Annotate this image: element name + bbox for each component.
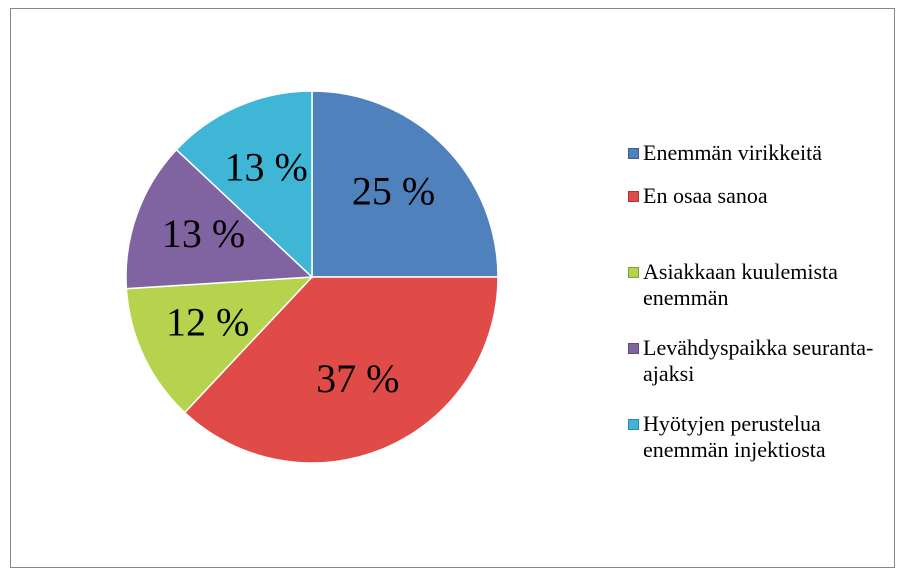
legend-label: Asiakkaan kuulemista enemmän bbox=[643, 259, 838, 310]
legend-swatch bbox=[628, 343, 639, 354]
legend-item: Hyötyjen perustelua enemmän injektiosta bbox=[628, 411, 878, 463]
legend-swatch bbox=[628, 148, 639, 159]
legend-label: Hyötyjen perustelua enemmän injektiosta bbox=[643, 411, 826, 462]
slice-label: 25 % bbox=[352, 169, 435, 214]
chart: 25 % 37 % 12 % 13 % 13 % bbox=[125, 90, 499, 464]
legend-label: En osaa sanoa bbox=[643, 183, 768, 208]
legend-item: Asiakkaan kuulemista enemmän bbox=[628, 259, 878, 311]
pie-slice bbox=[125, 276, 314, 414]
slice-label: 12 % bbox=[166, 299, 249, 344]
legend-item: En osaa sanoa bbox=[628, 183, 878, 209]
legend-item: Enemmän virikkeitä bbox=[628, 140, 878, 166]
legend-swatch bbox=[628, 419, 639, 430]
legend-swatch bbox=[628, 267, 639, 278]
legend-label: Enemmän virikkeitä bbox=[643, 140, 822, 165]
slice-label: 13 % bbox=[225, 144, 308, 189]
legend-item: Levähdyspaikka seuranta-ajaksi bbox=[628, 335, 878, 387]
pie-slice bbox=[183, 276, 499, 464]
pie-slice bbox=[125, 148, 314, 290]
pie-slice bbox=[311, 90, 499, 278]
pie-slice bbox=[175, 90, 313, 279]
slice-label: 13 % bbox=[162, 211, 245, 256]
legend-swatch bbox=[628, 191, 639, 202]
slice-label: 37 % bbox=[316, 356, 399, 401]
legend-label: Levähdyspaikka seuranta-ajaksi bbox=[643, 335, 874, 386]
